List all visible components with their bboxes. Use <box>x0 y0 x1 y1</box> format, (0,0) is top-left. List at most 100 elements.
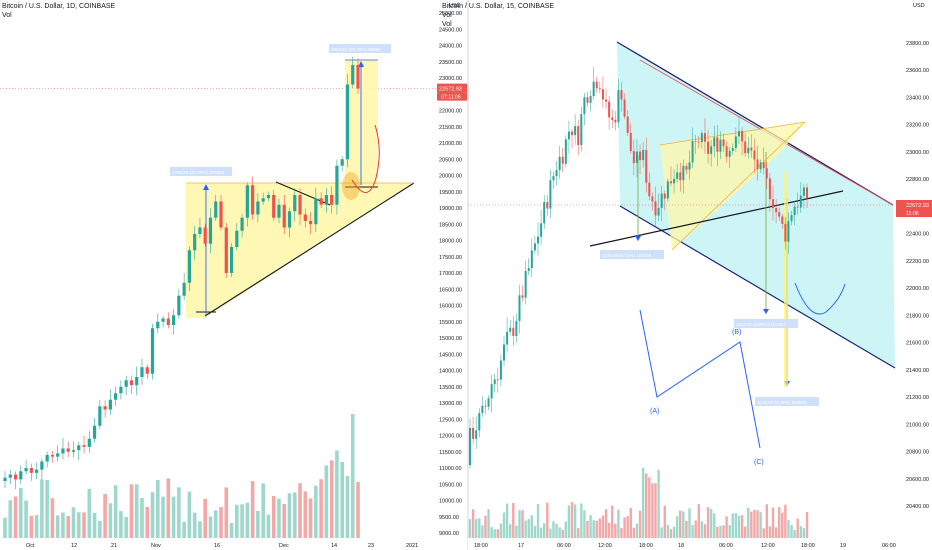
right-wedge-upper <box>659 121 806 146</box>
right-volume-bar <box>638 510 642 538</box>
right-volume-bar <box>697 504 700 538</box>
right-volume-bar <box>564 521 568 538</box>
right-candle <box>484 405 487 407</box>
right-volume-bar <box>747 507 750 538</box>
left-time-axis[interactable] <box>0 538 437 550</box>
left-volume-bar <box>266 514 271 538</box>
right-volume-bar <box>577 528 580 538</box>
right-candle <box>469 427 471 466</box>
right-candle <box>753 150 756 160</box>
right-volume-bar <box>496 529 500 538</box>
left-volume-bar <box>213 510 218 538</box>
right-candle <box>589 96 592 103</box>
left-volume-bar <box>256 510 260 538</box>
left-support-trendline <box>204 182 415 317</box>
right-volume-bar <box>518 510 521 538</box>
right-candle <box>741 131 744 142</box>
right-time-axis[interactable] <box>468 538 896 550</box>
left-volume-bar <box>161 496 165 538</box>
right-candle <box>577 126 580 146</box>
left-volume-bar <box>45 479 49 538</box>
left-candle <box>224 227 228 273</box>
right-candle <box>676 172 679 179</box>
right-volume-bar <box>777 507 781 538</box>
left-x-tick: 12 <box>71 543 77 549</box>
left-y-tick: 13500.00 <box>439 385 462 391</box>
right-candle <box>487 398 490 407</box>
right-y-tick: 20400.00 <box>906 504 929 510</box>
right-volume-bar <box>601 515 605 538</box>
left-volume-bar <box>40 479 44 538</box>
left-x-tick: Oct <box>26 543 35 549</box>
left-candle <box>61 448 65 454</box>
right-volume-bar <box>614 523 617 538</box>
right-candle <box>694 141 697 142</box>
right-volume-bar <box>502 512 506 538</box>
left-y-tick: 17000.00 <box>439 271 462 277</box>
left-candle <box>314 198 318 225</box>
right-volume-bar <box>484 515 487 538</box>
left-volume-bar <box>76 512 81 538</box>
left-candle <box>298 195 302 215</box>
right-candle <box>700 133 703 143</box>
left-price-badge <box>437 83 467 93</box>
left-volume-bar <box>155 479 160 538</box>
left-candle <box>66 448 70 452</box>
left-y-tick: 22000.00 <box>439 109 462 115</box>
right-y-tick: 21800.00 <box>906 313 929 319</box>
left-x-tick: 23 <box>368 543 374 549</box>
left-volume-bar <box>324 465 329 538</box>
left-volume-bar <box>261 483 265 538</box>
left-volume-bar <box>129 484 134 538</box>
right-volume-bar <box>546 502 549 538</box>
right-candle <box>697 141 700 143</box>
right-candle <box>796 206 799 208</box>
left-volume-bar <box>103 493 107 538</box>
right-candle <box>564 139 567 164</box>
right-volume-bar <box>589 515 592 538</box>
right-volume-bar <box>505 503 509 538</box>
right-x-tick: 18:00 <box>801 543 815 549</box>
right-candle <box>537 236 540 244</box>
right-candle <box>592 81 595 97</box>
left-symbol-title: Bitcoin / U.S. Dollar, 1D, COINBASE <box>2 3 116 10</box>
left-y-tick: 23500.00 <box>439 60 462 66</box>
right-y-tick: 22000.00 <box>906 286 929 292</box>
right-candle <box>555 170 558 177</box>
left-candle <box>214 201 218 218</box>
left-y-tick: 20000.00 <box>439 174 462 180</box>
right-x-tick: 12:00 <box>598 543 612 549</box>
right-volume-bar <box>623 517 626 538</box>
left-volume-bar <box>182 521 186 538</box>
left-volume-bar <box>229 522 234 538</box>
left-candle <box>82 445 86 447</box>
right-candle <box>778 212 781 217</box>
right-volume-bar <box>629 507 632 538</box>
right-volume-bar <box>768 526 772 538</box>
right-volume-bar <box>592 520 595 538</box>
left-volume-bar <box>145 506 150 538</box>
right-volume-bar <box>700 521 704 538</box>
right-candle <box>574 126 577 136</box>
left-candle <box>266 195 271 199</box>
left-y-tick: 9500.00 <box>439 515 459 521</box>
right-candle <box>629 132 632 152</box>
right-candle <box>654 201 657 216</box>
right-volume-bar <box>598 518 602 538</box>
right-candle <box>512 327 515 336</box>
left-y-tick: 24000.00 <box>439 44 462 50</box>
right-candle <box>472 427 475 439</box>
right-price-axis[interactable] <box>896 0 932 550</box>
right-volume-bar <box>651 483 654 538</box>
left-candle <box>129 380 134 386</box>
right-volume-bar <box>607 522 611 538</box>
right-candle <box>598 88 601 90</box>
left-candle <box>156 321 160 329</box>
left-volume-bar <box>55 515 60 538</box>
right-candle <box>673 178 676 184</box>
left-volume-bar <box>287 493 292 538</box>
right-volume-bar <box>471 509 475 538</box>
right-candle <box>707 141 710 154</box>
right-x-tick: 06:00 <box>557 543 571 549</box>
